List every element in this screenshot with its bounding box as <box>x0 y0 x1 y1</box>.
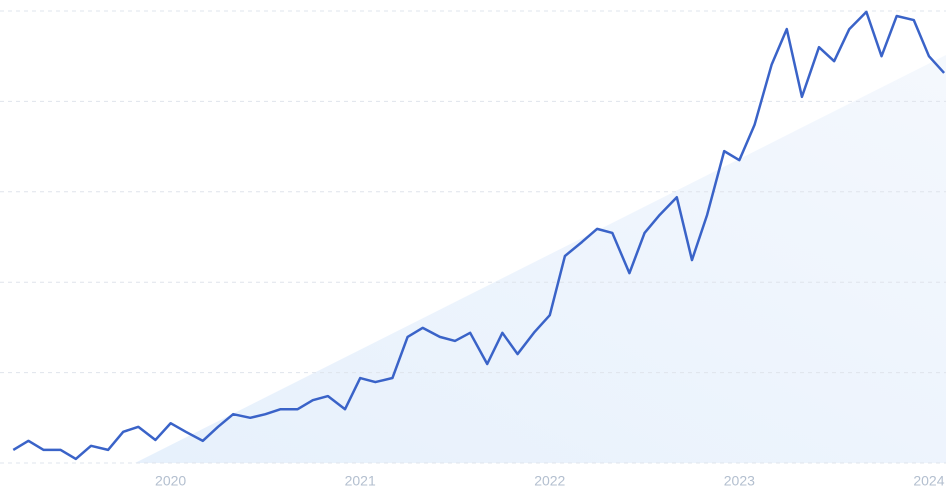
x-tick-label: 2020 <box>155 473 186 489</box>
trend-line <box>12 10 946 461</box>
trend-shade <box>135 55 946 463</box>
x-tick-label: 2021 <box>345 473 376 489</box>
x-tick-label: 2022 <box>534 473 565 489</box>
x-tick-label: 2023 <box>724 473 755 489</box>
x-tick-label: 2024 <box>913 473 944 489</box>
